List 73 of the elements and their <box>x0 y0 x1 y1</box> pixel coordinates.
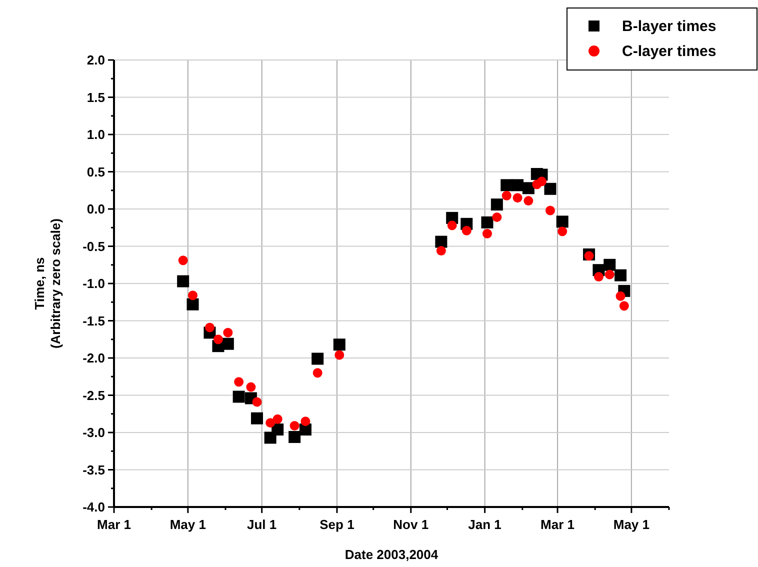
point <box>604 270 614 280</box>
x-tick-label: May 1 <box>170 517 206 532</box>
point <box>545 206 555 216</box>
point <box>333 338 346 351</box>
point <box>204 322 214 332</box>
point <box>252 397 262 407</box>
x-axis-title: Date 2003,2004 <box>344 547 439 562</box>
y-tick-label: 0.5 <box>86 164 105 180</box>
point <box>512 193 522 203</box>
point <box>619 301 629 311</box>
y-tick-label: -2.5 <box>82 388 105 403</box>
point <box>594 272 604 282</box>
y-tick-label: -3.5 <box>82 462 105 478</box>
point <box>213 334 223 344</box>
x-tick-label: Jul 1 <box>247 517 277 532</box>
y-tick-label: -1.5 <box>82 313 105 328</box>
point <box>232 390 245 403</box>
point <box>482 228 492 238</box>
y-tick-label: -2.0 <box>82 350 105 366</box>
point <box>246 382 256 392</box>
x-tick-label: Mar 1 <box>540 517 574 532</box>
y-tick-label: 1.0 <box>86 127 105 142</box>
x-tick-label: Mar 1 <box>97 517 131 532</box>
x-tick-label: May 1 <box>613 517 650 532</box>
y-tick-label: -0.5 <box>82 238 105 254</box>
point <box>616 291 626 301</box>
point <box>614 269 627 282</box>
point <box>500 179 513 192</box>
point <box>462 226 472 236</box>
point <box>334 350 344 360</box>
point <box>222 338 234 350</box>
point <box>584 251 594 261</box>
point <box>502 190 512 200</box>
point <box>300 416 310 426</box>
y-tick-label: -3.0 <box>82 425 105 440</box>
point <box>524 196 534 206</box>
point <box>447 220 457 230</box>
point <box>272 414 282 424</box>
point <box>266 418 276 428</box>
point <box>272 424 284 436</box>
point <box>288 430 301 443</box>
point <box>558 226 568 236</box>
point <box>312 368 322 378</box>
point <box>223 328 233 338</box>
point <box>604 258 616 271</box>
point <box>537 176 547 186</box>
point <box>250 412 263 424</box>
y-tick-label: 1.5 <box>86 90 105 105</box>
y-tick-label: -1.0 <box>82 276 105 291</box>
point <box>312 352 324 365</box>
y-tick-label: -4.0 <box>82 500 105 514</box>
x-tick-label: Nov 1 <box>393 517 429 532</box>
point <box>186 298 199 310</box>
y-tick-label: 2.0 <box>86 52 105 68</box>
point <box>234 377 244 387</box>
point <box>435 236 448 248</box>
x-tick-label: Sep 1 <box>320 517 354 532</box>
point <box>177 275 190 288</box>
point <box>178 256 188 266</box>
point <box>290 421 300 431</box>
point <box>522 182 534 194</box>
point <box>188 290 198 300</box>
point <box>556 216 568 228</box>
point <box>544 182 556 195</box>
y-axis-title: Time, ns (Arbitrary zero scale) <box>32 218 63 349</box>
legend-label: C-layer times <box>622 43 716 60</box>
point <box>490 198 503 211</box>
point <box>436 246 446 256</box>
y-tick-label: 0.0 <box>86 202 105 216</box>
legend-label: B-layer times <box>622 18 716 35</box>
point <box>492 212 502 222</box>
x-tick-label: Jan 1 <box>468 517 502 532</box>
point <box>481 216 494 228</box>
